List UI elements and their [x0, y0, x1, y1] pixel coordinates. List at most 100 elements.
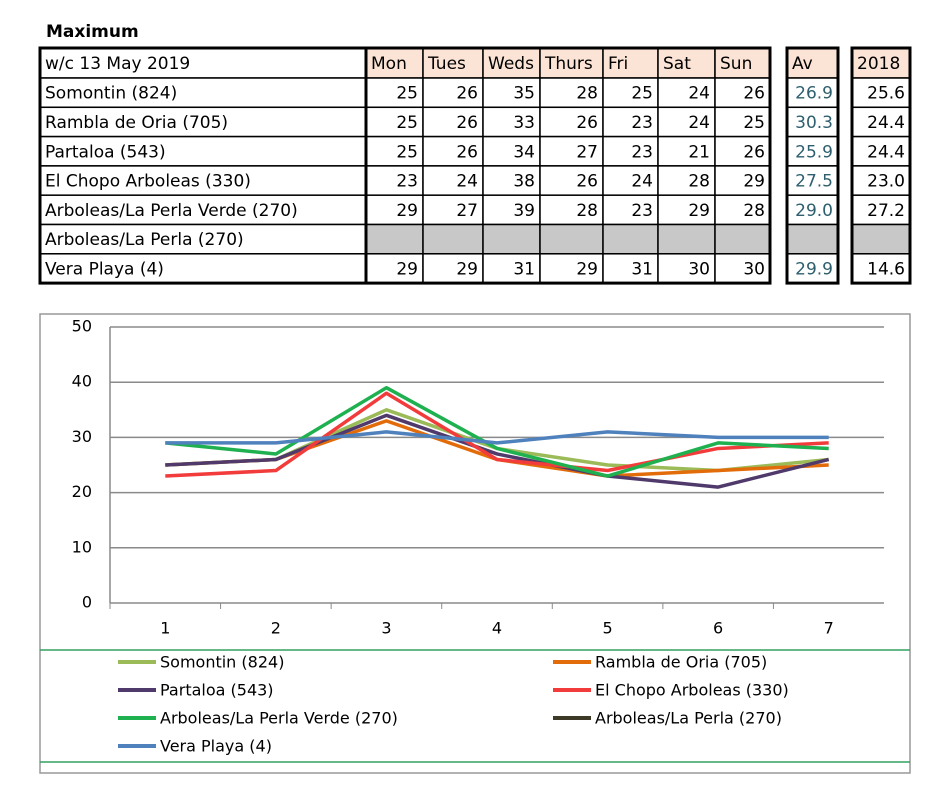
- table-text: 39: [513, 201, 535, 221]
- table-text: 25: [396, 84, 418, 104]
- table-text: 26.9: [795, 84, 833, 104]
- table-text: 25.9: [795, 142, 833, 162]
- column-header: Mon: [371, 54, 407, 74]
- table-text: 27.2: [867, 201, 905, 221]
- legend-label: Arboleas/La Perla (270): [595, 709, 782, 728]
- table-cell: [714, 77, 771, 109]
- column-header: Sun: [720, 54, 752, 74]
- x-tick-label: 3: [381, 619, 391, 638]
- table-text: 24: [688, 113, 710, 133]
- table-cell: [422, 223, 484, 255]
- table-cell: [714, 223, 771, 255]
- series-line: [165, 385, 829, 478]
- table-text: 29.0: [795, 201, 833, 221]
- table-text: 26: [456, 84, 478, 104]
- table-cell: [786, 223, 839, 255]
- table-text: 31: [631, 259, 653, 279]
- table-border: [38, 46, 772, 285]
- legend-label: Arboleas/La Perla Verde (270): [160, 709, 398, 728]
- table-text: 23: [631, 142, 653, 162]
- page-title: Maximum: [46, 22, 139, 42]
- x-tick-label: 2: [271, 619, 281, 638]
- table-border: [850, 46, 912, 285]
- table-cell: [602, 223, 659, 255]
- table-cell: [482, 223, 541, 255]
- x-tick-label: 6: [713, 619, 723, 638]
- table-cell: [714, 253, 771, 284]
- table-text: 26: [456, 113, 478, 133]
- table-cell: [851, 194, 911, 226]
- table-cell: [365, 106, 424, 138]
- table-text: 26: [576, 172, 598, 192]
- table-text: 29.9: [795, 259, 833, 279]
- table-text: 25: [396, 113, 418, 133]
- table-text: 29: [688, 201, 710, 221]
- x-tick-label: 1: [160, 619, 170, 638]
- table-text: 25.6: [867, 84, 905, 104]
- table-cell: [786, 106, 839, 138]
- table-text: 38: [513, 172, 535, 192]
- table-cell: [714, 165, 771, 196]
- table-cell: [482, 135, 541, 167]
- table-text: 27: [456, 201, 478, 221]
- table-text: 31: [513, 259, 535, 279]
- column-header: Weds: [488, 54, 534, 74]
- table-text: Arboleas/La Perla Verde (270): [45, 201, 298, 221]
- table-text: 30.3: [795, 113, 833, 133]
- table-cell: [422, 194, 484, 226]
- series-line: [165, 413, 830, 489]
- table-cell: [786, 135, 839, 167]
- x-tick-label: 4: [492, 619, 502, 638]
- table-cell: [39, 77, 367, 109]
- table-cell: [365, 223, 424, 255]
- table-cell: [657, 194, 716, 226]
- table-text: 14.6: [867, 259, 905, 279]
- table-text: 26: [743, 142, 765, 162]
- table-border: [785, 46, 840, 285]
- legend-label: Somontin (824): [160, 653, 284, 672]
- table-cell: [39, 253, 367, 284]
- table-cell: [365, 77, 424, 109]
- table-text: El Chopo Arboleas (330): [45, 172, 251, 192]
- legend-label: Rambla de Oria (705): [595, 653, 767, 672]
- x-tick-label: 5: [602, 619, 612, 638]
- y-tick-label: 20: [72, 482, 92, 501]
- table-text: Rambla de Oria (705): [45, 113, 228, 133]
- table-text: 30: [743, 259, 765, 279]
- table-cell: [786, 77, 839, 109]
- table-text: 25: [396, 142, 418, 162]
- table-text: Vera Playa (4): [45, 259, 164, 279]
- table-text: 29: [396, 259, 418, 279]
- y-tick-label: 40: [72, 372, 92, 391]
- table-text: 29: [396, 201, 418, 221]
- table-cell: [539, 253, 604, 284]
- legend-label: El Chopo Arboleas (330): [595, 681, 789, 700]
- table-cell: [39, 47, 367, 79]
- legend-label: Partaloa (543): [160, 681, 274, 700]
- table-text: 25: [743, 113, 765, 133]
- table-text: 23: [631, 113, 653, 133]
- series-line: [165, 391, 829, 478]
- table-text: 35: [513, 84, 535, 104]
- table-cell: [714, 106, 771, 138]
- table-cell: [602, 253, 659, 284]
- table-cell: [482, 194, 541, 226]
- table-cell: [851, 253, 911, 284]
- table-text: 23: [631, 201, 653, 221]
- table-text: 26: [743, 84, 765, 104]
- table-text: 28: [743, 201, 765, 221]
- table-text: 21: [688, 142, 710, 162]
- table-cell: [786, 194, 839, 226]
- table-text: 27.5: [795, 172, 833, 192]
- table-cell: [365, 253, 424, 284]
- table-text: 28: [576, 201, 598, 221]
- table-text: Partaloa (543): [45, 142, 166, 162]
- table-text: 30: [688, 259, 710, 279]
- table-cell: [39, 223, 367, 255]
- y-tick-label: 50: [72, 317, 92, 336]
- table-text: 27: [576, 142, 598, 162]
- column-header: Sat: [663, 54, 691, 74]
- table-text: 24: [631, 172, 653, 192]
- table-text: 26: [456, 142, 478, 162]
